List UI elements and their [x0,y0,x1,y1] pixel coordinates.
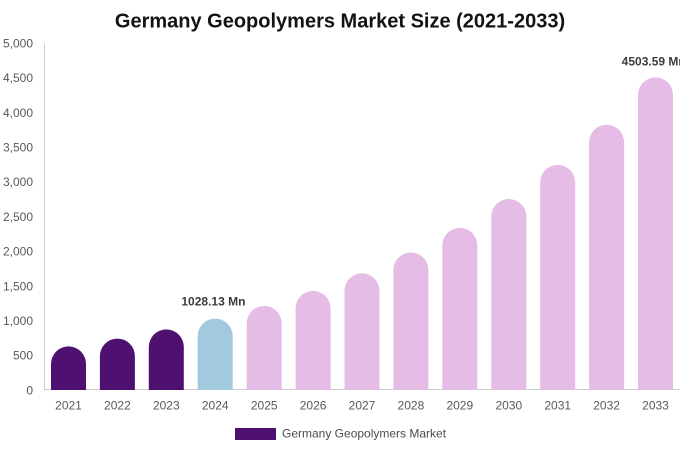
svg-text:2033: 2033 [642,399,669,413]
svg-text:2022: 2022 [104,399,131,413]
svg-text:5,000: 5,000 [3,36,33,50]
svg-text:3,000: 3,000 [3,175,33,189]
svg-text:2,500: 2,500 [3,210,33,224]
svg-text:2,000: 2,000 [3,245,33,259]
svg-text:2026: 2026 [300,399,327,413]
svg-text:4,000: 4,000 [3,106,33,120]
svg-text:3,500: 3,500 [3,141,33,155]
svg-text:500: 500 [13,349,33,363]
svg-text:4,500: 4,500 [3,71,33,85]
svg-text:1,500: 1,500 [3,279,33,293]
svg-text:2023: 2023 [153,399,180,413]
svg-text:1028.13 Mn: 1028.13 Mn [181,295,245,309]
svg-text:4503.59 Mn: 4503.59 Mn [622,55,680,69]
svg-text:2024: 2024 [202,399,229,413]
svg-text:2028: 2028 [398,399,425,413]
svg-text:2031: 2031 [544,399,571,413]
svg-text:2021: 2021 [55,399,82,413]
svg-text:1,000: 1,000 [3,314,33,328]
svg-text:2029: 2029 [446,399,473,413]
svg-text:Germany Geopolymers Market: Germany Geopolymers Market [282,427,447,441]
svg-text:2027: 2027 [349,399,376,413]
svg-text:0: 0 [26,383,33,397]
svg-text:2032: 2032 [593,399,620,413]
svg-text:Germany Geopolymers Market Siz: Germany Geopolymers Market Size (2021-20… [115,11,565,33]
svg-text:2025: 2025 [251,399,278,413]
svg-text:2030: 2030 [495,399,522,413]
